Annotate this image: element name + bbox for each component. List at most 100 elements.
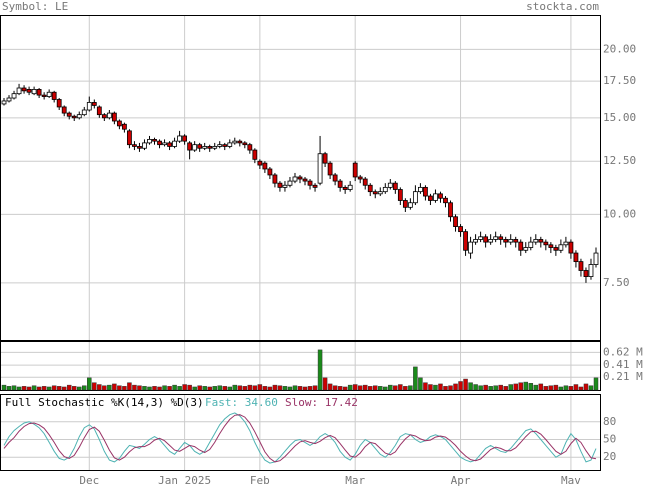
volume-bar (347, 384, 353, 391)
candle-body (267, 168, 273, 176)
candle-body (332, 174, 338, 182)
volume-bar (117, 385, 122, 391)
symbol-label: Symbol: LE (2, 0, 68, 13)
candle-body (448, 202, 453, 218)
candle-body (292, 176, 298, 182)
volume-bar (337, 386, 343, 391)
candle-body (177, 135, 182, 142)
y-tick-label: 0.62 M (603, 345, 643, 358)
candle-body (147, 139, 152, 144)
volume-bar (443, 386, 448, 391)
volume-bar (493, 385, 498, 391)
volume-bar (187, 384, 192, 391)
volume-bar (438, 383, 443, 391)
volume-bar (71, 386, 77, 391)
volume-bar (137, 385, 142, 391)
price-panel (0, 15, 601, 341)
volume-bar (157, 386, 162, 391)
volume-bar (267, 386, 273, 391)
candle-body (392, 182, 398, 190)
volume-bar (508, 384, 513, 391)
x-tick-label: Dec (79, 474, 99, 486)
candle-body (367, 184, 373, 193)
volume-bar (383, 386, 388, 391)
volume-bar (388, 384, 393, 391)
candle-body (217, 144, 223, 147)
candle-body (187, 142, 193, 151)
volume-bar (16, 386, 22, 391)
candle-body (412, 191, 418, 204)
candle-body (407, 202, 413, 208)
candle-body (207, 146, 213, 149)
candle-body (21, 87, 27, 92)
candle-body (101, 114, 107, 119)
candle-body (212, 146, 218, 149)
candle-body (593, 252, 599, 265)
candle-body (538, 239, 544, 243)
stochastic-title: Full Stochastic %K(14,3) %D(3) (5, 396, 204, 409)
candle-body (558, 244, 564, 251)
candle-body (192, 144, 198, 151)
volume-bar (282, 386, 288, 391)
volume-bar (272, 384, 278, 391)
volume-bar (458, 381, 463, 391)
candle-body (197, 144, 203, 149)
volume-bar (177, 386, 182, 391)
candle-body (357, 176, 363, 180)
candle-body (307, 180, 313, 186)
volume-bar (312, 385, 318, 391)
candle-body (458, 226, 463, 233)
candle-body (262, 162, 268, 170)
y-tick-label: 17.50 (603, 74, 636, 87)
candle-body (157, 140, 162, 146)
volume-bar (533, 384, 539, 391)
volume-bar (56, 386, 62, 391)
volume-bar (197, 385, 202, 391)
volume-bar (378, 386, 383, 391)
candle-body (16, 87, 22, 95)
candle-body (402, 200, 408, 208)
candle-body (172, 140, 177, 147)
volume-bar (202, 386, 207, 391)
volume-bar (147, 386, 152, 391)
candle-body (548, 244, 554, 248)
candle-body (498, 236, 504, 240)
volume-bar (433, 384, 438, 391)
candle-body (257, 160, 263, 166)
candle-body (272, 174, 278, 184)
volume-bar (287, 386, 293, 391)
volume-bar (538, 383, 544, 391)
candle-body (86, 102, 92, 111)
volume-bar (488, 386, 493, 391)
candle-body (533, 239, 539, 243)
volume-bar (82, 385, 87, 391)
volume-bar (357, 385, 363, 391)
volume-bar (162, 385, 167, 391)
site-label: stockta.com (526, 0, 599, 13)
volume-bar (26, 386, 32, 391)
volume-bar (107, 384, 112, 391)
volume-bar (588, 385, 594, 391)
candle-body (322, 153, 328, 164)
candle-body (41, 94, 47, 97)
candle-body (523, 247, 529, 251)
y-tick-label: 7.50 (603, 276, 630, 289)
volume-bar (207, 386, 212, 391)
candle-body (182, 135, 188, 142)
volume-bar (31, 385, 37, 391)
volume-bar (367, 386, 373, 391)
volume-bar (217, 385, 222, 391)
candle-body (81, 109, 87, 116)
candle-body (518, 241, 524, 251)
candle-body (453, 216, 458, 227)
volume-bar (563, 385, 569, 391)
candle-body (433, 193, 438, 201)
volume-bar (568, 386, 574, 391)
volume-bar (192, 386, 197, 391)
stochastic-line (3, 414, 597, 463)
volume-bar (297, 386, 303, 391)
candle-body (287, 180, 293, 186)
volume-bar (393, 385, 398, 391)
x-tick-label: Apr (451, 474, 471, 486)
